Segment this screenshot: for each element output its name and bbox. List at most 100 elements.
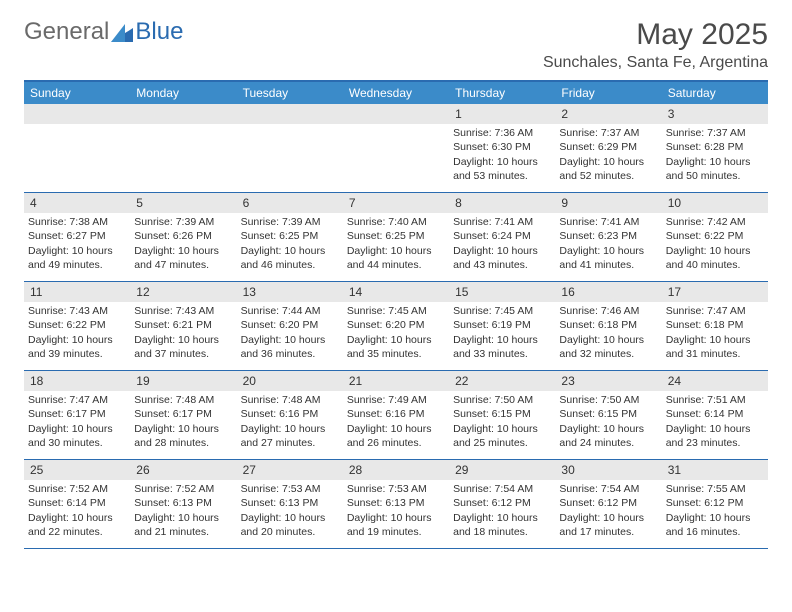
day-number: 9 xyxy=(555,193,661,213)
title-block: May 2025 Sunchales, Santa Fe, Argentina xyxy=(543,18,768,72)
day-number-empty xyxy=(343,104,449,124)
day-number: 10 xyxy=(662,193,768,213)
sunrise-text: Sunrise: 7:43 AM xyxy=(28,304,126,318)
day-number: 30 xyxy=(555,460,661,480)
day-cell: 21Sunrise: 7:49 AMSunset: 6:16 PMDayligh… xyxy=(343,371,449,459)
daylight-text: and 39 minutes. xyxy=(28,347,126,361)
day-cell: 10Sunrise: 7:42 AMSunset: 6:22 PMDayligh… xyxy=(662,193,768,281)
sunrise-text: Sunrise: 7:46 AM xyxy=(559,304,657,318)
day-cell: 3Sunrise: 7:37 AMSunset: 6:28 PMDaylight… xyxy=(662,104,768,192)
sunset-text: Sunset: 6:22 PM xyxy=(666,229,764,243)
sunrise-text: Sunrise: 7:38 AM xyxy=(28,215,126,229)
day-number: 25 xyxy=(24,460,130,480)
sunset-text: Sunset: 6:26 PM xyxy=(134,229,232,243)
day-cell xyxy=(237,104,343,192)
day-cell xyxy=(130,104,236,192)
day-body: Sunrise: 7:43 AMSunset: 6:22 PMDaylight:… xyxy=(24,302,130,365)
daylight-text: Daylight: 10 hours xyxy=(666,155,764,169)
sunset-text: Sunset: 6:14 PM xyxy=(666,407,764,421)
day-number: 15 xyxy=(449,282,555,302)
sunrise-text: Sunrise: 7:36 AM xyxy=(453,126,551,140)
daylight-text: and 40 minutes. xyxy=(666,258,764,272)
day-number: 17 xyxy=(662,282,768,302)
month-title: May 2025 xyxy=(543,18,768,52)
day-number: 16 xyxy=(555,282,661,302)
week-row: 18Sunrise: 7:47 AMSunset: 6:17 PMDayligh… xyxy=(24,371,768,460)
sunrise-text: Sunrise: 7:41 AM xyxy=(559,215,657,229)
sunset-text: Sunset: 6:16 PM xyxy=(347,407,445,421)
sunset-text: Sunset: 6:17 PM xyxy=(28,407,126,421)
daylight-text: and 25 minutes. xyxy=(453,436,551,450)
daylight-text: Daylight: 10 hours xyxy=(347,333,445,347)
day-cell: 1Sunrise: 7:36 AMSunset: 6:30 PMDaylight… xyxy=(449,104,555,192)
day-cell: 15Sunrise: 7:45 AMSunset: 6:19 PMDayligh… xyxy=(449,282,555,370)
sunrise-text: Sunrise: 7:55 AM xyxy=(666,482,764,496)
sunset-text: Sunset: 6:15 PM xyxy=(559,407,657,421)
daylight-text: and 20 minutes. xyxy=(241,525,339,539)
day-cell: 9Sunrise: 7:41 AMSunset: 6:23 PMDaylight… xyxy=(555,193,661,281)
daylight-text: Daylight: 10 hours xyxy=(28,244,126,258)
daylight-text: Daylight: 10 hours xyxy=(347,511,445,525)
sunrise-text: Sunrise: 7:48 AM xyxy=(134,393,232,407)
daylight-text: Daylight: 10 hours xyxy=(666,333,764,347)
daylight-text: Daylight: 10 hours xyxy=(559,155,657,169)
daylight-text: Daylight: 10 hours xyxy=(241,511,339,525)
sunset-text: Sunset: 6:23 PM xyxy=(559,229,657,243)
day-cell: 26Sunrise: 7:52 AMSunset: 6:13 PMDayligh… xyxy=(130,460,236,548)
day-cell xyxy=(343,104,449,192)
day-number: 29 xyxy=(449,460,555,480)
day-number-empty xyxy=(24,104,130,124)
day-number: 1 xyxy=(449,104,555,124)
daylight-text: Daylight: 10 hours xyxy=(241,333,339,347)
daylight-text: and 36 minutes. xyxy=(241,347,339,361)
day-number: 22 xyxy=(449,371,555,391)
day-cell: 5Sunrise: 7:39 AMSunset: 6:26 PMDaylight… xyxy=(130,193,236,281)
day-cell: 17Sunrise: 7:47 AMSunset: 6:18 PMDayligh… xyxy=(662,282,768,370)
day-body: Sunrise: 7:43 AMSunset: 6:21 PMDaylight:… xyxy=(130,302,236,365)
day-cell: 29Sunrise: 7:54 AMSunset: 6:12 PMDayligh… xyxy=(449,460,555,548)
daylight-text: and 33 minutes. xyxy=(453,347,551,361)
sunset-text: Sunset: 6:30 PM xyxy=(453,140,551,154)
weeks-container: 1 Sunrise: 7:36 AMSunset: 6:30 PM Daylight… xyxy=(24,104,768,549)
day-number: 18 xyxy=(24,371,130,391)
daylight-text: Daylight: 10 hours xyxy=(134,333,232,347)
day-number: 2 xyxy=(555,104,661,124)
day-body: Sunrise: 7:41 AMSunset: 6:23 PMDaylight:… xyxy=(555,213,661,276)
day-number-empty xyxy=(130,104,236,124)
day-cell: 30Sunrise: 7:54 AMSunset: 6:12 PMDayligh… xyxy=(555,460,661,548)
day-cell: 18Sunrise: 7:47 AMSunset: 6:17 PMDayligh… xyxy=(24,371,130,459)
day-cell: 27Sunrise: 7:53 AMSunset: 6:13 PMDayligh… xyxy=(237,460,343,548)
week-row: 25Sunrise: 7:52 AMSunset: 6:14 PMDayligh… xyxy=(24,460,768,549)
day-cell: 24Sunrise: 7:51 AMSunset: 6:14 PMDayligh… xyxy=(662,371,768,459)
brand-logo: General Blue xyxy=(24,18,183,46)
day-body: Sunrise: 7:45 AMSunset: 6:19 PMDaylight:… xyxy=(449,302,555,365)
sunset-text: Sunset: 6:14 PM xyxy=(28,496,126,510)
daylight-text: and 52 minutes. xyxy=(559,169,657,183)
day-cell: 22Sunrise: 7:50 AMSunset: 6:15 PMDayligh… xyxy=(449,371,555,459)
day-cell: 25Sunrise: 7:52 AMSunset: 6:14 PMDayligh… xyxy=(24,460,130,548)
calendar-page: General Blue May 2025 Sunchales, Santa F… xyxy=(0,0,792,567)
daylight-text: Daylight: 10 hours xyxy=(453,333,551,347)
calendar-grid: SundayMondayTuesdayWednesdayThursdayFrid… xyxy=(24,80,768,549)
brand-icon xyxy=(111,24,133,42)
weekday-header-row: SundayMondayTuesdayWednesdayThursdayFrid… xyxy=(24,82,768,104)
sunset-text: Sunset: 6:15 PM xyxy=(453,407,551,421)
day-cell: 23Sunrise: 7:50 AMSunset: 6:15 PMDayligh… xyxy=(555,371,661,459)
sunrise-text: Sunrise: 7:44 AM xyxy=(241,304,339,318)
sunset-text: Sunset: 6:17 PM xyxy=(134,407,232,421)
day-body: Sunrise: 7:50 AMSunset: 6:15 PMDaylight:… xyxy=(555,391,661,454)
daylight-text: Daylight: 10 hours xyxy=(347,422,445,436)
week-row: 11Sunrise: 7:43 AMSunset: 6:22 PMDayligh… xyxy=(24,282,768,371)
daylight-text: Daylight: 10 hours xyxy=(134,244,232,258)
day-body: Sunrise: 7:37 AMSunset: 6:29 PMDaylight:… xyxy=(555,124,661,187)
sunset-text: Sunset: 6:12 PM xyxy=(666,496,764,510)
weekday-header: Friday xyxy=(555,82,661,104)
week-row: 4Sunrise: 7:38 AMSunset: 6:27 PMDaylight… xyxy=(24,193,768,282)
sunrise-text: Sunrise: 7:40 AM xyxy=(347,215,445,229)
sunset-text: Sunset: 6:18 PM xyxy=(559,318,657,332)
daylight-text: and 24 minutes. xyxy=(559,436,657,450)
day-cell: 14Sunrise: 7:45 AMSunset: 6:20 PMDayligh… xyxy=(343,282,449,370)
sunset-text: Sunset: 6:12 PM xyxy=(559,496,657,510)
daylight-text: Daylight: 10 hours xyxy=(666,511,764,525)
weekday-header: Wednesday xyxy=(343,82,449,104)
